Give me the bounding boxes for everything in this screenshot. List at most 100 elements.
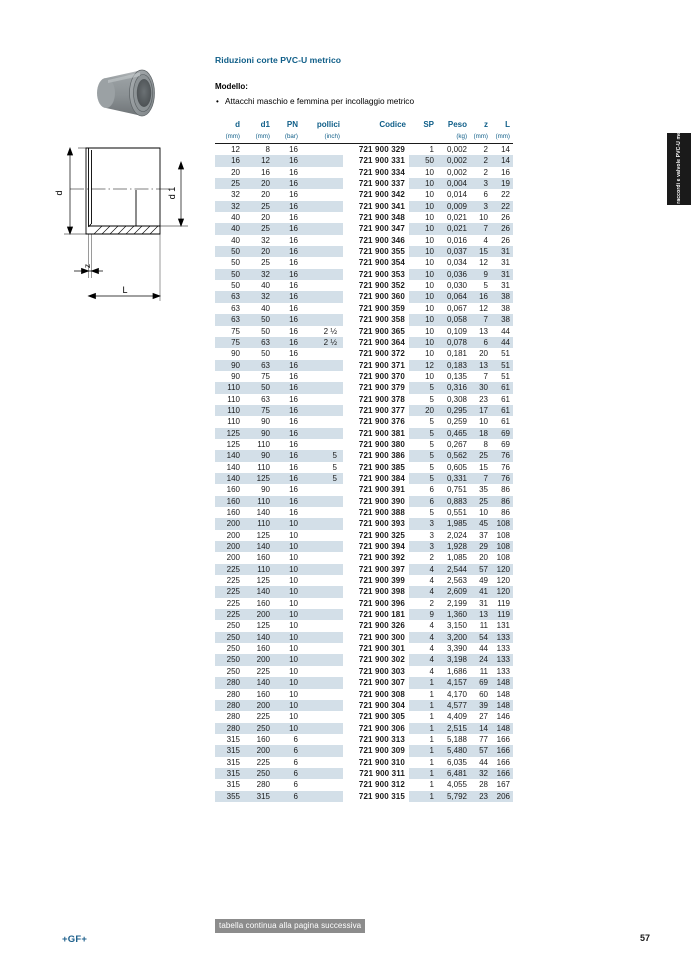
cell-l: 61 — [491, 382, 513, 394]
cell-pn: 16 — [273, 291, 301, 303]
cell-peso: 0,034 — [446, 258, 467, 268]
cell-sp: 10 — [409, 178, 437, 190]
cell-l: 31 — [491, 246, 513, 258]
cell-peso: 4,170 — [446, 689, 467, 699]
cell-z: 44 — [479, 757, 488, 767]
cell-d1: 63 — [243, 336, 273, 349]
cell-codice: 721 900 360 — [358, 292, 405, 302]
cell-pollici — [301, 495, 343, 507]
cell-codice: 721 900 326 — [358, 621, 405, 631]
cell-pn: 16 — [273, 382, 301, 394]
cell-pollici — [301, 155, 343, 167]
cell-d1: 160 — [256, 598, 270, 608]
bullet-icon: • — [216, 96, 219, 106]
cell-l: 120 — [491, 563, 513, 576]
cell-d1: 25 — [261, 258, 270, 268]
cell-z: 24 — [470, 654, 491, 666]
table-row: 50 32 16 721 900 353 10 0,036 9 31 — [215, 268, 513, 281]
drawing-label-d1: d 1 — [167, 187, 177, 200]
cell-l: 31 — [501, 258, 510, 268]
cell-codice: 721 900 376 — [358, 417, 405, 427]
cell-z: 8 — [483, 439, 488, 449]
cell-peso: 1,360 — [437, 609, 470, 621]
cell-d: 140 — [226, 462, 240, 472]
cell-z: 32 — [470, 767, 491, 780]
cell-d: 315 — [215, 745, 243, 757]
cell-codice: 721 900 310 — [358, 757, 405, 767]
cell-d: 50 — [215, 246, 243, 258]
cell-d: 90 — [231, 349, 240, 359]
cell-sp: 1 — [429, 145, 434, 154]
cell-pn: 10 — [289, 689, 298, 699]
cell-z: 29 — [470, 541, 491, 553]
cell-pn: 16 — [289, 258, 298, 268]
table-continues-note: tabella continua alla pagina successiva — [215, 919, 366, 933]
cell-sp: 4 — [429, 666, 434, 676]
cell-z: 14 — [470, 722, 491, 734]
table-row: 280 160 10 721 900 308 1 4,170 60 148 — [215, 689, 513, 700]
cell-codice: 721 900 399 — [358, 576, 405, 586]
cell-d: 125 — [215, 427, 243, 439]
cell-codice: 721 900 304 — [358, 700, 405, 710]
col-header-pollici: pollici — [316, 120, 340, 129]
table-row: 140 110 16 5 721 900 385 5 0,605 15 76 — [215, 462, 513, 473]
cell-sp: 4 — [409, 586, 437, 598]
cell-sp: 10 — [425, 371, 434, 381]
cell-d1: 200 — [243, 699, 273, 712]
cell-z: 5 — [483, 281, 488, 291]
cell-sp: 1 — [429, 780, 434, 790]
table-row: 90 63 16 721 900 371 12 0,183 13 51 — [215, 359, 513, 371]
cell-codice: 721 900 300 — [358, 632, 405, 642]
cell-pn: 16 — [273, 268, 301, 281]
cell-l: 69 — [501, 439, 510, 449]
table-row: 75 50 16 2 ½ 721 900 365 10 0,109 13 44 — [215, 326, 513, 337]
cell-d: 50 — [231, 281, 240, 291]
cell-sp: 5 — [429, 394, 434, 404]
cell-d1: 280 — [256, 780, 270, 790]
cell-l: 61 — [501, 394, 510, 404]
cell-pn: 16 — [273, 427, 301, 439]
cell-peso: 0,009 — [437, 200, 470, 213]
cell-pn: 16 — [289, 371, 298, 381]
cell-d1: 25 — [243, 200, 273, 213]
cell-d1: 75 — [243, 404, 273, 417]
cell-d1: 110 — [257, 462, 270, 472]
drawing-label-L: L — [122, 285, 127, 295]
cell-l: 26 — [491, 223, 513, 235]
table-row: 140 125 16 5 721 900 384 5 0,331 7 76 — [215, 472, 513, 485]
cell-d1: 32 — [261, 235, 270, 245]
cell-l: 31 — [501, 281, 510, 291]
cell-d1: 140 — [243, 631, 273, 644]
cell-pn: 16 — [289, 394, 298, 404]
table-row: 16 12 16 721 900 331 50 0,002 2 14 — [215, 155, 513, 167]
cell-l: 133 — [496, 666, 510, 676]
cell-d: 110 — [215, 382, 243, 394]
cell-z: 12 — [479, 258, 488, 268]
cell-d1: 160 — [256, 689, 270, 699]
cell-pollici — [301, 711, 343, 722]
cell-sp: 10 — [425, 190, 434, 200]
cell-pollici — [301, 394, 343, 405]
cell-d: 280 — [215, 699, 243, 712]
cell-z: 49 — [479, 576, 488, 586]
cell-d1: 160 — [256, 644, 270, 654]
cell-l: 31 — [491, 268, 513, 281]
cell-d: 250 — [226, 621, 240, 631]
cell-d1: 75 — [261, 371, 270, 381]
cell-sp: 10 — [409, 336, 437, 349]
cell-peso: 0,183 — [437, 359, 470, 371]
cell-d: 75 — [215, 336, 243, 349]
cell-peso: 4,409 — [446, 712, 467, 722]
cell-codice: 721 900 308 — [358, 689, 405, 699]
cell-pn: 16 — [289, 167, 298, 177]
cell-l: 61 — [501, 417, 510, 427]
cell-sp: 1 — [429, 689, 434, 699]
table-row: 40 20 16 721 900 348 10 0,021 10 26 — [215, 212, 513, 223]
gf-brand-logo: +GF+ — [62, 934, 88, 945]
cell-pn: 10 — [273, 677, 301, 689]
cell-d: 250 — [215, 631, 243, 644]
cell-sp: 10 — [425, 303, 434, 313]
cell-pn: 16 — [289, 485, 298, 495]
cell-pollici — [301, 598, 343, 609]
cell-z: 10 — [479, 213, 488, 223]
